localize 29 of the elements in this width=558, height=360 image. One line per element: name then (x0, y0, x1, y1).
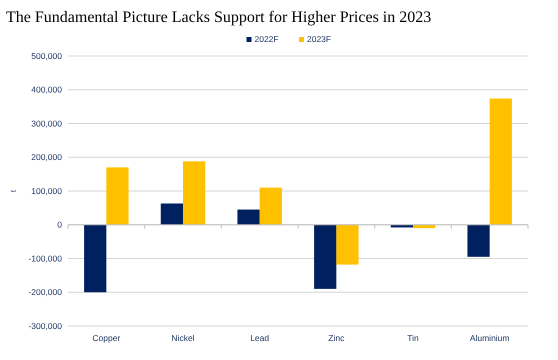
y-tick-label: 400,000 (31, 84, 62, 95)
x-tick-label: Copper (92, 333, 120, 343)
x-tick-label: Tin (407, 333, 420, 343)
bar (490, 98, 512, 225)
bar (84, 224, 106, 292)
y-tick-label: -300,000 (28, 320, 62, 331)
bar (183, 161, 206, 225)
bar (106, 167, 129, 225)
chart-title: The Fundamental Picture Lacks Support for Higher Prices in 2023 (6, 9, 432, 26)
legend-label: 2022F (254, 34, 279, 44)
bar (260, 188, 282, 225)
y-tick-label: 300,000 (31, 118, 62, 128)
y-tick-label: 200,000 (31, 152, 62, 162)
x-tick-label: Lead (250, 333, 270, 343)
y-tick-label: 100,000 (31, 186, 62, 196)
x-tick-label: Aluminium (470, 333, 510, 343)
x-tick-label: Zinc (328, 333, 346, 343)
y-tick-label: 0 (57, 220, 62, 230)
x-tick-label: Nickel (171, 333, 195, 343)
bar (160, 203, 183, 225)
bar (336, 224, 359, 265)
bar (467, 224, 490, 257)
y-tick-label: -100,000 (28, 253, 62, 264)
bar (314, 224, 336, 289)
legend-label: 2023F (307, 34, 332, 44)
y-tick-label: 500,000 (31, 50, 62, 61)
y-tick-label: -200,000 (28, 287, 62, 298)
y-axis-title: t (9, 189, 18, 192)
bar (237, 210, 260, 225)
